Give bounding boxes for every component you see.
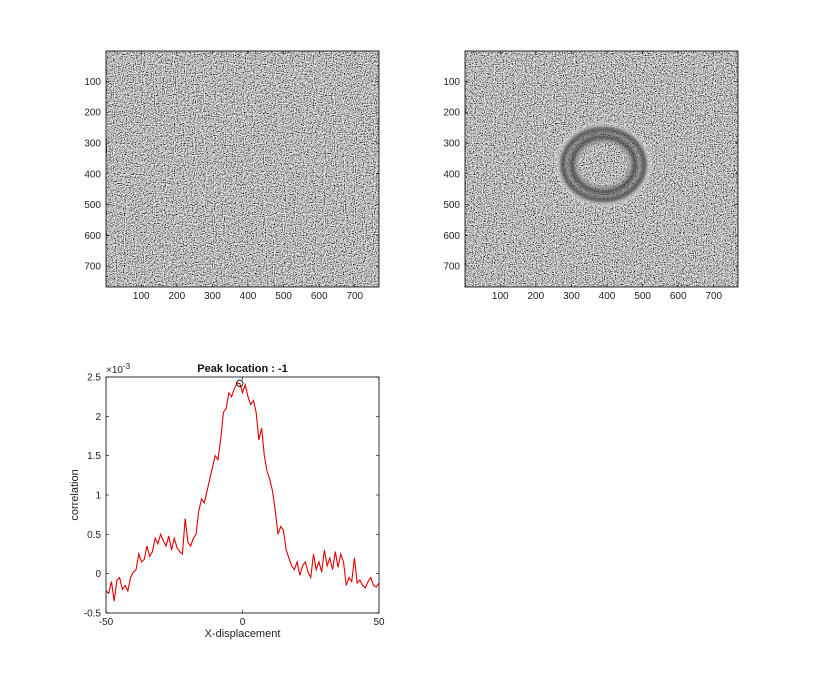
plot-y-tick-label: 2 (95, 412, 101, 423)
y-exponent-label: ×10-3 (106, 362, 131, 376)
img2-y-tick-label: 100 (443, 77, 460, 88)
ring-middle-band (566, 132, 641, 197)
plot-background (106, 377, 379, 613)
ring-outer-dark-band (559, 126, 648, 203)
plot-frame (105, 376, 380, 614)
x-axis-label: X-displacement (205, 628, 281, 640)
img2-x-tick-label: 200 (527, 291, 544, 302)
img2-y-tick-label: 500 (443, 200, 460, 211)
ring-inner-dark-band (569, 135, 638, 195)
ring-inner-bright-band (573, 138, 634, 191)
img1-x-tick-label: 200 (168, 291, 185, 302)
image-1-ticks: 100 200 300 400 500 600 700 100 200 300 400 500 600 7… (84, 51, 379, 302)
img1-y-tick-label: 200 (84, 108, 101, 119)
plot-y-tick-label: 1 (95, 491, 101, 502)
noise-image-1 (106, 51, 379, 287)
img1-x-tick-label: 600 (311, 291, 328, 302)
correlation-plot: -50 0 50 -0.5 0 0.5 1 1.5 2 2.5 Peak location : -… (69, 362, 385, 640)
img2-y-tick-label: 700 (443, 262, 460, 273)
plot-x-tick-label: 50 (373, 617, 385, 628)
img1-x-tick-label: 100 (133, 291, 150, 302)
plot-y-tick-label: -0.5 (84, 609, 102, 620)
plot-ticks: -50 0 50 -0.5 0 0.5 1 1.5 2 2.5 (84, 373, 385, 629)
img2-y-tick-label: 200 (443, 108, 460, 119)
plot-y-tick-label: 0.5 (87, 530, 101, 541)
img2-x-tick-label: 100 (492, 291, 509, 302)
img2-y-tick-label: 300 (443, 139, 460, 150)
img1-y-tick-label: 400 (84, 169, 101, 180)
img2-x-tick-label: 600 (670, 291, 687, 302)
ring-image-2 (465, 51, 738, 287)
img1-y-tick-label: 600 (84, 231, 101, 242)
img2-x-tick-label: 500 (634, 291, 651, 302)
plot-x-tick-label: 0 (240, 617, 246, 628)
image-2-ticks: 100 200 300 400 500 600 700 100 200 300 400 500 600 7… (443, 51, 738, 302)
ring-pattern (557, 124, 650, 205)
img1-y-tick-label: 100 (84, 77, 101, 88)
correlation-line (105, 382, 380, 602)
img2-x-tick-label: 400 (599, 291, 616, 302)
img1-x-tick-label: 700 (346, 291, 363, 302)
plot-y-tick-label: 1.5 (87, 451, 101, 462)
image-2-frame (464, 50, 739, 288)
img1-y-tick-label: 700 (84, 262, 101, 273)
y-exponent: -3 (123, 362, 131, 371)
img2-x-tick-label: 300 (563, 291, 580, 302)
img1-y-tick-label: 300 (84, 139, 101, 150)
img2-y-tick-label: 600 (443, 231, 460, 242)
peak-marker (236, 379, 244, 387)
y-axis-label: correlation (69, 469, 81, 520)
img1-x-tick-label: 400 (240, 291, 257, 302)
plot-title: Peak location : -1 (197, 363, 287, 375)
img1-x-tick-label: 500 (275, 291, 292, 302)
plot-x-tick-label: -50 (99, 617, 114, 628)
img1-x-tick-label: 300 (204, 291, 221, 302)
plot-y-tick-label: 2.5 (87, 373, 101, 384)
img2-x-tick-label: 700 (705, 291, 722, 302)
plot-y-tick-label: 0 (95, 569, 101, 580)
image-1-frame (105, 50, 380, 288)
img1-y-tick-label: 500 (84, 200, 101, 211)
img2-y-tick-label: 400 (443, 169, 460, 180)
